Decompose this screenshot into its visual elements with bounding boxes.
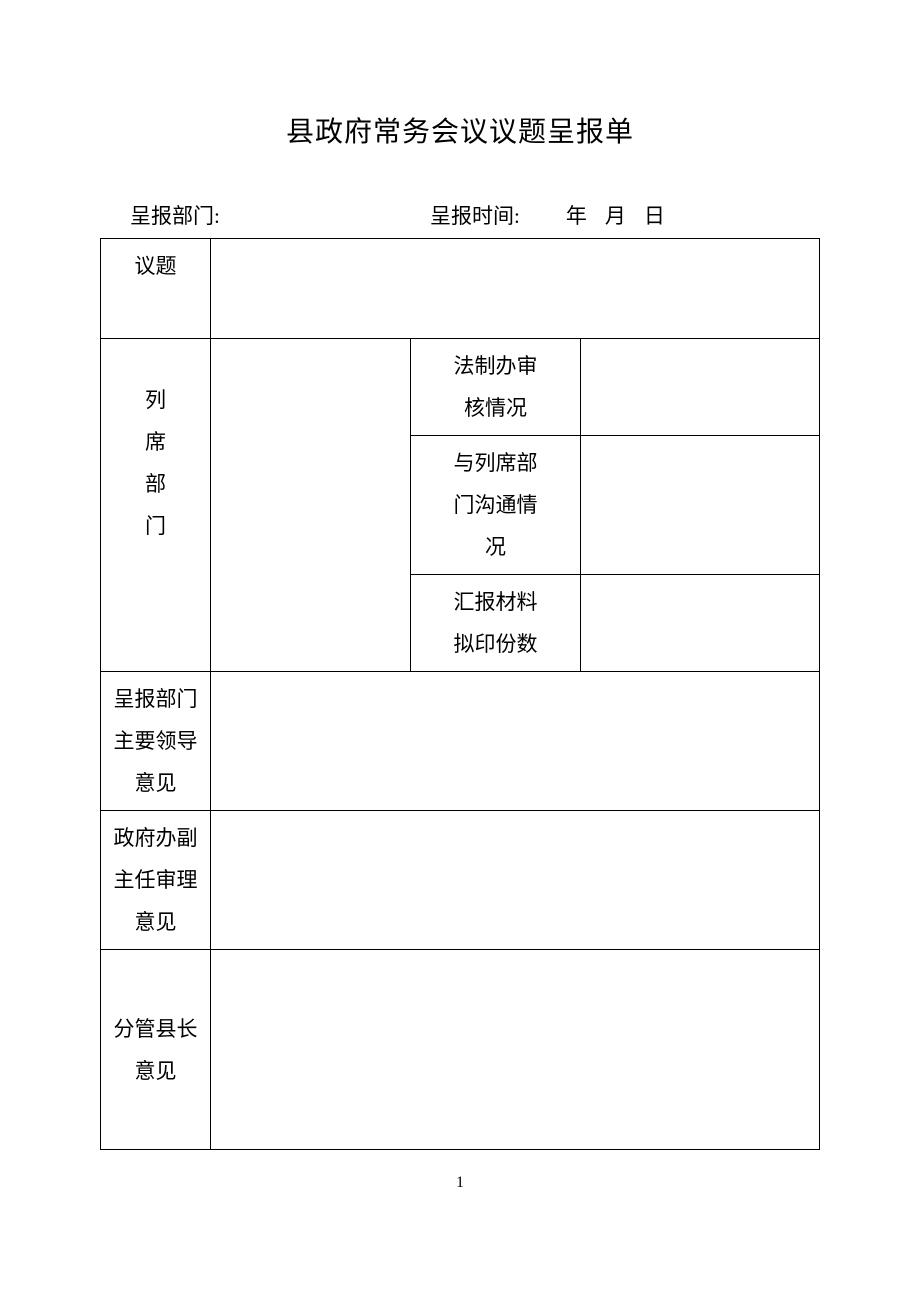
table-row-topic: 议题 [101, 239, 820, 339]
topic-label-cell: 议题 [101, 239, 211, 339]
reporting-time-label: 呈报时间: [430, 200, 520, 230]
gov-deputy-l2: 主任审理 [105, 859, 206, 901]
attend-dept-value-cell [211, 339, 411, 672]
page-number: 1 [0, 1174, 920, 1192]
attend-dept-l4: 门 [105, 505, 206, 547]
comm-l3: 况 [415, 526, 576, 568]
dept-leader-value-cell [211, 672, 820, 811]
month-unit: 月 [605, 200, 626, 230]
header-row: 呈报部门: 呈报时间: 年 月 日 [100, 200, 820, 230]
comm-l1: 与列席部 [415, 442, 576, 484]
legal-review-l2: 核情况 [415, 387, 576, 429]
legal-review-label-cell: 法制办审 核情况 [411, 339, 581, 436]
legal-review-value-cell [581, 339, 820, 436]
comm-l2: 门沟通情 [415, 484, 576, 526]
gov-deputy-label-cell: 政府办副 主任审理 意见 [101, 811, 211, 950]
dept-leader-label-cell: 呈报部门 主要领导 意见 [101, 672, 211, 811]
table-row-dept-leader: 呈报部门 主要领导 意见 [101, 672, 820, 811]
table-row-attend-1: 列 席 部 门 法制办审 核情况 [101, 339, 820, 436]
document-title: 县政府常务会议议题呈报单 [100, 110, 820, 150]
gov-deputy-value-cell [211, 811, 820, 950]
legal-review-l1: 法制办审 [415, 345, 576, 387]
comm-label-cell: 与列席部 门沟通情 况 [411, 436, 581, 575]
topic-value-cell [211, 239, 820, 339]
attend-dept-l3: 部 [105, 463, 206, 505]
attend-dept-l1: 列 [105, 379, 206, 421]
form-table: 议题 列 席 部 门 法制办审 核情况 [100, 238, 820, 1150]
gov-deputy-l1: 政府办副 [105, 817, 206, 859]
copies-label-cell: 汇报材料 拟印份数 [411, 575, 581, 672]
attend-dept-l2: 席 [105, 421, 206, 463]
comm-value-cell [581, 436, 820, 575]
year-unit: 年 [566, 200, 587, 230]
reporting-time-block: 呈报时间: 年 月 日 [430, 200, 820, 230]
county-leader-l2: 意见 [105, 1050, 206, 1092]
page-container: 县政府常务会议议题呈报单 呈报部门: 呈报时间: 年 月 日 议题 列 席 部 … [0, 0, 920, 1150]
attend-dept-label-cell: 列 席 部 门 [101, 339, 211, 672]
day-unit: 日 [644, 200, 665, 230]
gov-deputy-l3: 意见 [105, 901, 206, 943]
county-leader-value-cell [211, 950, 820, 1150]
dept-leader-l2: 主要领导 [105, 720, 206, 762]
table-row-gov-deputy: 政府办副 主任审理 意见 [101, 811, 820, 950]
table-row-county-leader: 分管县长 意见 [101, 950, 820, 1150]
county-leader-label-cell: 分管县长 意见 [101, 950, 211, 1150]
dept-leader-l1: 呈报部门 [105, 678, 206, 720]
topic-label: 议题 [135, 254, 177, 278]
county-leader-l1: 分管县长 [105, 1008, 206, 1050]
reporting-dept-label: 呈报部门: [130, 200, 430, 230]
copies-value-cell [581, 575, 820, 672]
copies-l2: 拟印份数 [415, 623, 576, 665]
dept-leader-l3: 意见 [105, 762, 206, 804]
copies-l1: 汇报材料 [415, 581, 576, 623]
